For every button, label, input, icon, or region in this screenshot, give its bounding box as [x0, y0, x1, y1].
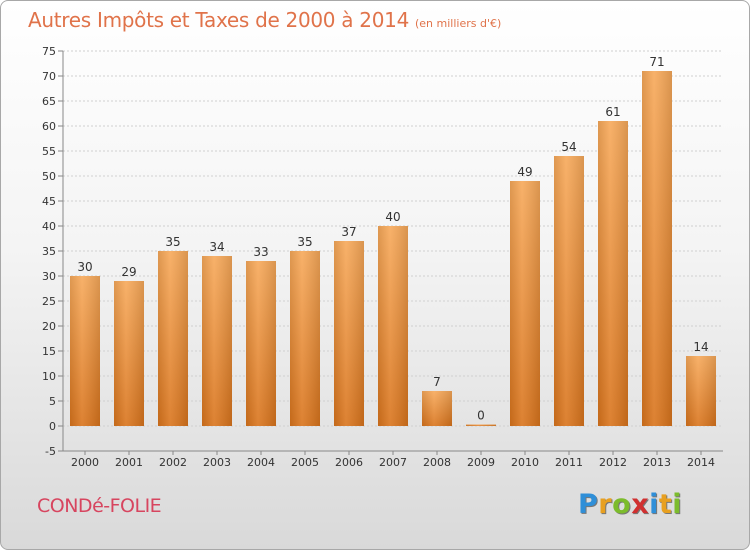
bar-shade — [290, 251, 320, 426]
y-tick-label: 35 — [42, 245, 56, 258]
bar-shade — [202, 256, 232, 426]
bar-value-label: 35 — [297, 235, 312, 249]
y-tick-label: 30 — [42, 270, 56, 283]
x-tick-label: 2004 — [247, 456, 275, 469]
y-tick-label: 50 — [42, 170, 56, 183]
bar-shade — [158, 251, 188, 426]
bar-value-label: 7 — [433, 375, 441, 389]
x-tick-label: 2013 — [643, 456, 671, 469]
x-tick-label: 2001 — [115, 456, 143, 469]
chart-bars: 30 29 35 34 33 35 37 40 7 0 49 54 61 71 14 — [70, 55, 716, 426]
x-tick-label: 2000 — [71, 456, 99, 469]
chart-title: Autres Impôts et Taxes de 2000 à 2014 (en… — [28, 8, 501, 32]
x-tick-label: 2002 — [159, 456, 187, 469]
chart-unit-label: (en milliers d'€) — [415, 17, 502, 30]
bar-value-label: 49 — [517, 165, 532, 179]
y-tick-label: 25 — [42, 295, 56, 308]
logo-letter: x — [631, 489, 650, 520]
bar-value-label: 33 — [253, 245, 268, 259]
bar-shade — [554, 156, 584, 426]
bar-shade — [422, 391, 452, 426]
y-tick-label: 75 — [42, 45, 56, 58]
x-tick-label: 2014 — [687, 456, 715, 469]
x-tick-labels: 2000 2001 2002 2003 2004 2005 2006 2007 2008 2009… — [71, 456, 715, 469]
y-tick-label: 40 — [42, 220, 56, 233]
y-tick-label: 65 — [42, 95, 56, 108]
logo-letter: o — [612, 489, 632, 520]
bar-value-label: 0 — [477, 409, 485, 423]
x-tick-label: 2012 — [599, 456, 627, 469]
x-tick-label: 2007 — [379, 456, 407, 469]
y-tick-label: 10 — [42, 370, 56, 383]
bar-value-label: 71 — [649, 55, 664, 69]
commune-name: CONDé-FOLIE — [37, 495, 162, 517]
bar-value-label: 37 — [341, 225, 356, 239]
y-tick-label: 20 — [42, 320, 56, 333]
x-tick-label: 2005 — [291, 456, 319, 469]
bar-value-label: 29 — [121, 265, 136, 279]
bar-shade — [466, 424, 496, 426]
x-tick-label: 2008 — [423, 456, 451, 469]
y-tick-label: 5 — [49, 395, 56, 408]
logo-letter: r — [598, 489, 613, 520]
bar-value-label: 34 — [209, 240, 224, 254]
bar-shade — [70, 276, 100, 426]
bar-shade — [334, 241, 364, 426]
bar-shade — [114, 281, 144, 426]
bar-shade — [246, 261, 276, 426]
x-tick-label: 2011 — [555, 456, 583, 469]
y-tick-label: 15 — [42, 345, 56, 358]
bar-value-label: 54 — [561, 140, 576, 154]
bar-value-label: 61 — [605, 105, 620, 119]
bar-shade — [642, 71, 672, 426]
y-tick-label: 0 — [49, 420, 56, 433]
logo-letter: i — [672, 489, 683, 520]
y-tick-label: 55 — [42, 145, 56, 158]
x-tick-label: 2009 — [467, 456, 495, 469]
y-tick-labels: -5 0 5 10 15 20 25 30 35 40 45 50 55 60 65 70 75 — [42, 45, 56, 458]
bar-shade — [686, 356, 716, 426]
logo-letter: i — [649, 489, 659, 520]
y-tick-label: 70 — [42, 70, 56, 83]
logo-letter: P — [578, 489, 599, 520]
y-tick-label: 60 — [42, 120, 56, 133]
chart-axes — [58, 50, 723, 455]
x-tick-label: 2010 — [511, 456, 539, 469]
proxiti-logo: Proxiti — [578, 489, 682, 520]
bar-value-label: 30 — [77, 260, 92, 274]
y-tick-label: -5 — [45, 445, 56, 458]
bar-value-label: 14 — [693, 340, 708, 354]
logo-letter: t — [658, 489, 673, 520]
bar-shade — [510, 181, 540, 426]
chart-title-text: Autres Impôts et Taxes de 2000 à 2014 — [28, 8, 409, 32]
bar-value-label: 40 — [385, 210, 400, 224]
bar-value-label: 35 — [165, 235, 180, 249]
y-tick-label: 45 — [42, 195, 56, 208]
x-tick-label: 2003 — [203, 456, 231, 469]
bar-shade — [598, 121, 628, 426]
bar-shade — [378, 226, 408, 426]
x-tick-label: 2006 — [335, 456, 363, 469]
